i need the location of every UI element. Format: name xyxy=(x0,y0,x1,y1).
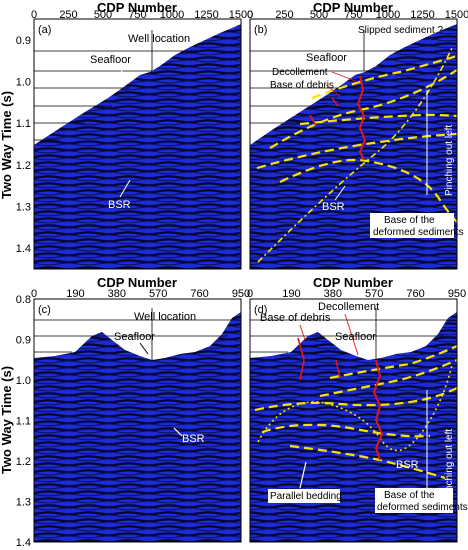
top-yaxis-title: Two Way Time (s) xyxy=(0,91,14,199)
top-xtick-label: 1250 xyxy=(410,9,434,21)
top-xtick-label: 0 xyxy=(247,9,253,21)
panel-d-decollement-label: Decollement xyxy=(318,301,379,313)
bottom-xtick-label: 760 xyxy=(190,288,208,300)
top-xtick-label: 750 xyxy=(344,9,362,21)
bottom-xtick-label: 0 xyxy=(31,288,37,300)
bottom-xtick-label: 760 xyxy=(406,288,424,300)
bottom-ytick-label: 0.9 xyxy=(16,335,31,347)
panel-c: (c) Well location Seafloor BSR xyxy=(33,298,242,543)
bottom-ytick-label: 0.8 xyxy=(16,294,31,306)
bottom-xtick-label: 950 xyxy=(448,288,466,300)
panel-b-slipped-label: Slipped sediment ? xyxy=(358,25,443,36)
bottom-ytick-label: 1.1 xyxy=(16,416,31,428)
top-xtick-label: 1500 xyxy=(229,9,253,21)
bottom-xtick-label: 190 xyxy=(282,288,300,300)
bottom-xtick-label: 950 xyxy=(232,288,250,300)
top-xtick-label: 1500 xyxy=(445,9,468,21)
panel-a-seafloor-arrow xyxy=(117,65,131,83)
panel-a-label: (a) xyxy=(38,24,51,36)
top-ytick-label: 1.4 xyxy=(16,243,31,255)
panel-d-parallel-label: Parallel bedding xyxy=(270,491,342,502)
panel-d-debris-label: Base of debris xyxy=(260,312,331,324)
top-ytick-label: 1.2 xyxy=(16,160,31,172)
panel-a-seismic xyxy=(34,24,241,269)
panel-d-base-deformed-2: deformed sediments xyxy=(377,502,468,513)
panel-c-label: (c) xyxy=(38,304,51,316)
panel-b-seafloor-label: Seafloor xyxy=(306,52,347,64)
top-ytick-label: 1.3 xyxy=(16,202,31,214)
panel-d-fault xyxy=(372,359,384,461)
top-xtick-label: 500 xyxy=(310,9,328,21)
top-xtick-label: 750 xyxy=(128,9,146,21)
panel-b-fault xyxy=(356,75,367,161)
top-ytick-label: 1.0 xyxy=(16,77,31,89)
top-xtick-label: 500 xyxy=(94,9,112,21)
top-xtick-label: 250 xyxy=(59,9,77,21)
top-ytick-label: 0.9 xyxy=(16,35,31,47)
panel-b: (b) Slipped sediment ? Seafloor Decollem… xyxy=(249,18,464,270)
panel-a-seafloor-label: Seafloor xyxy=(90,54,131,66)
panel-b-bsr-label: BSR xyxy=(322,201,345,213)
panel-d: (d) Decollement Base of debris Seafloor … xyxy=(249,298,468,543)
top-ytick-label: 1.1 xyxy=(16,118,31,130)
panel-c-seismic xyxy=(34,312,241,542)
bottom-ytick-label: 1.0 xyxy=(16,375,31,387)
bottom-ytick-label: 1.2 xyxy=(16,456,31,468)
bottom-left-xaxis-title: CDP Number xyxy=(97,275,177,290)
bottom-xtick-label: 380 xyxy=(324,288,342,300)
panel-d-label: (d) xyxy=(254,304,267,316)
top-xtick-label: 1000 xyxy=(376,9,400,21)
top-right-xaxis-title: CDP Number xyxy=(313,0,393,15)
panel-b-label: (b) xyxy=(254,24,267,36)
bottom-xtick-label: 0 xyxy=(247,288,253,300)
bottom-yaxis-title: Two Way Time (s) xyxy=(0,366,14,474)
panel-b-base-deformed-1: Base of the xyxy=(384,215,435,226)
top-xtick-label: 250 xyxy=(275,9,293,21)
panel-d-pinching-label: Pinching out left xyxy=(444,429,455,500)
panel-a-well-label: Well location xyxy=(128,33,190,45)
bottom-xtick-label: 570 xyxy=(149,288,167,300)
bottom-xtick-label: 570 xyxy=(365,288,383,300)
panel-d-bsr-label: BSR xyxy=(396,459,419,471)
panel-d-seafloor-label: Seafloor xyxy=(335,331,376,343)
panel-c-well-label: Well location xyxy=(134,311,196,323)
panel-b-decollement-label: Decollement xyxy=(272,67,328,78)
top-xtick-label: 1250 xyxy=(194,9,218,21)
top-xtick-label: 1000 xyxy=(160,9,184,21)
bottom-ytick-label: 1.3 xyxy=(16,497,31,509)
panel-b-pinching-label: Pinching out left xyxy=(444,125,455,196)
bottom-xtick-label: 190 xyxy=(66,288,84,300)
panel-c-bsr-label: BSR xyxy=(182,433,205,445)
panel-a-bsr-arrow xyxy=(119,179,131,198)
panel-b-base-deformed-2: deformed sediments xyxy=(373,227,464,238)
panel-a-bsr-label: BSR xyxy=(108,199,131,211)
top-left-xaxis-title: CDP Number xyxy=(97,0,177,15)
panel-c-seafloor-label: Seafloor xyxy=(114,331,155,343)
bottom-ytick-label: 1.4 xyxy=(16,537,31,549)
bottom-xtick-label: 380 xyxy=(108,288,126,300)
top-xtick-label: 0 xyxy=(31,9,37,21)
bottom-right-xaxis-title: CDP Number xyxy=(313,275,393,290)
panel-b-debris-label: Base of debris xyxy=(270,80,334,91)
panel-a: (a) Well location Seafloor BSR xyxy=(33,18,242,270)
panel-d-base-deformed-1: Base of the xyxy=(384,490,435,501)
